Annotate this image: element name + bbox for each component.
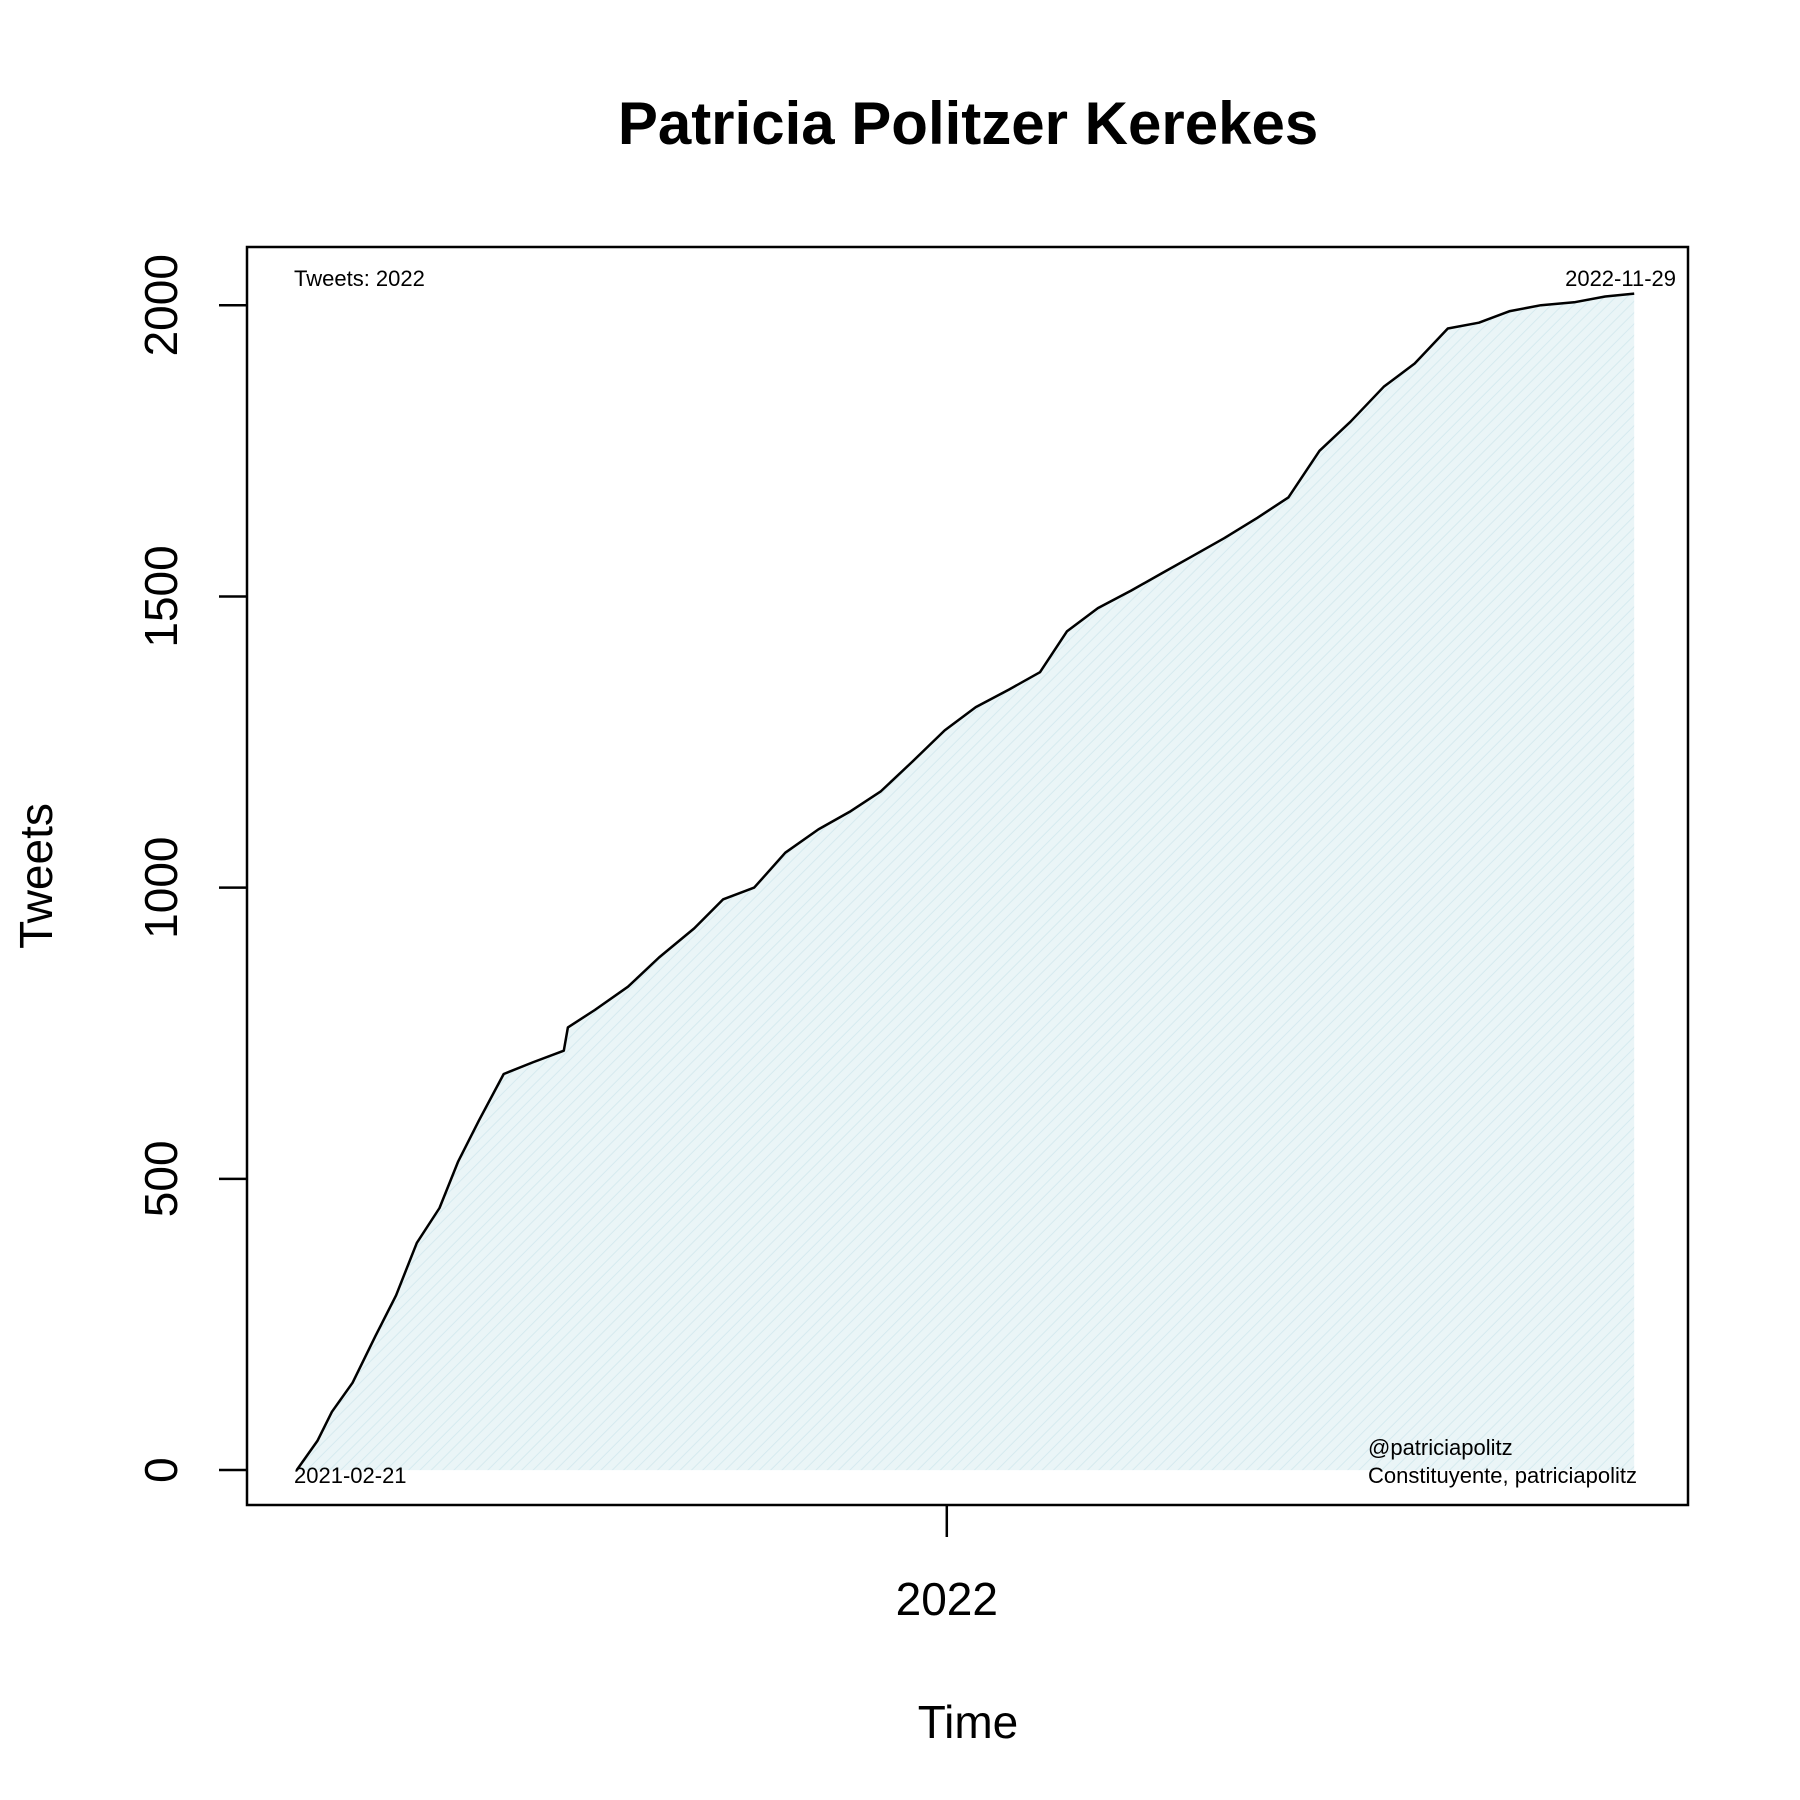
y-tick-label: 500 — [135, 1140, 187, 1217]
annotation-bottom-left: 2021-02-21 — [294, 1463, 407, 1488]
y-axis-label: Tweets — [10, 803, 62, 949]
y-tick-label: 1000 — [135, 836, 187, 938]
x-axis-label: Time — [918, 1696, 1019, 1748]
x-tick-label: 2022 — [896, 1573, 998, 1625]
x-axis: 2022 — [896, 1505, 998, 1625]
cumulative-tweets-line — [295, 292, 1635, 1471]
plot-area — [295, 292, 1635, 1471]
y-tick-label: 0 — [135, 1457, 187, 1483]
annotation-top-right: 2022-11-29 — [1565, 266, 1676, 291]
cumulative-area-fill — [296, 293, 1635, 1471]
annotation-top-left: Tweets: 2022 — [294, 266, 425, 291]
y-axis: 0 500 1000 1500 2000 — [135, 254, 247, 1483]
annotation-bottom-right-description: Constituyente, patriciapolitz — [1368, 1463, 1637, 1488]
plot-frame — [245, 245, 1690, 1507]
annotation-bottom-right-handle: @patriciapolitz — [1368, 1435, 1513, 1460]
chart-title: Patricia Politzer Kerekes — [618, 90, 1318, 157]
y-tick-label: 1500 — [135, 545, 187, 647]
y-tick-label: 2000 — [135, 254, 187, 356]
